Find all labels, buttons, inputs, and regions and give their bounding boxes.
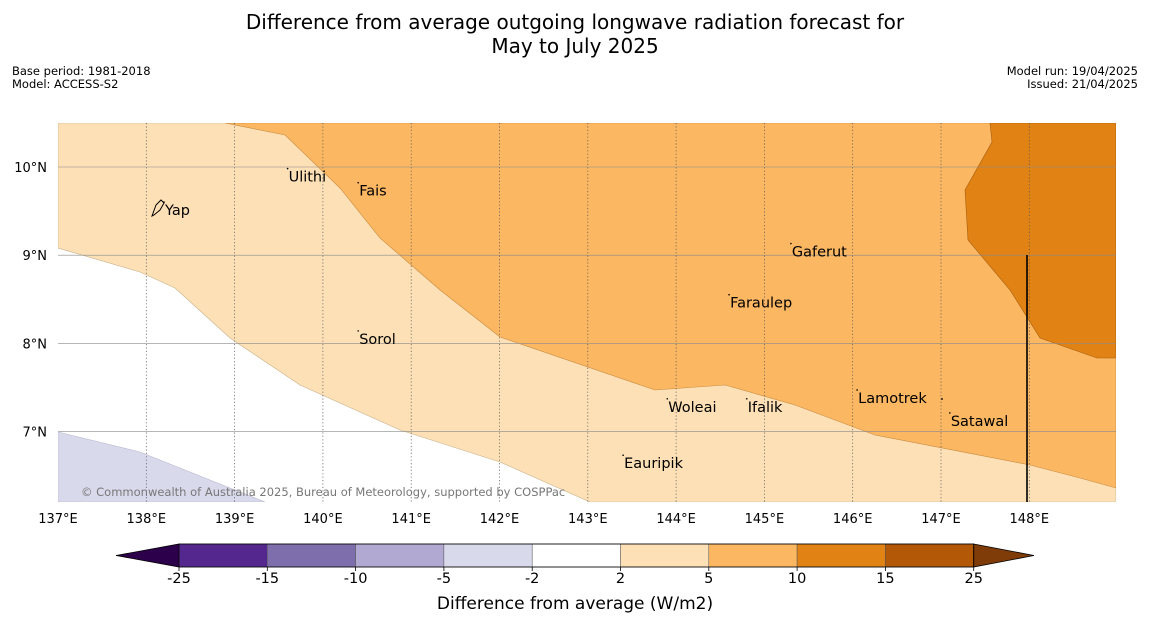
colorbar-segment bbox=[531, 543, 621, 568]
lon-tick-label: 142°E bbox=[480, 512, 520, 527]
lat-tick-label: 8°N bbox=[23, 337, 48, 352]
lon-tick-label: 147°E bbox=[921, 512, 961, 527]
island-marker bbox=[666, 397, 669, 400]
colorbar-segment bbox=[355, 543, 445, 568]
colorbar-tick-label: 25 bbox=[964, 571, 982, 587]
lat-tick-label: 9°N bbox=[23, 249, 48, 264]
map-plot-area: Yap Ulithi Fais Gaferut Faraulep Sorol Lamotre… bbox=[58, 123, 1116, 502]
colorbar-tick-label: -2 bbox=[525, 571, 539, 587]
colorbar-segment bbox=[267, 543, 356, 568]
island-marker bbox=[949, 412, 951, 414]
colorbar-segment bbox=[620, 543, 710, 568]
map-title: Difference from average outgoing longwav… bbox=[0, 10, 1150, 58]
place-label: Ifalik bbox=[748, 400, 783, 416]
colorbar-tick-label: -25 bbox=[167, 571, 191, 587]
place-label: Yap bbox=[164, 203, 190, 219]
issued-label: Issued: 21/04/2025 bbox=[1027, 77, 1138, 91]
place-label: Fais bbox=[359, 184, 386, 200]
place-label: Eauripik bbox=[624, 456, 683, 472]
island-dot bbox=[941, 398, 943, 400]
colorbar: -25 -15 -10 -5 -2 2 5 10 15 25 bbox=[115, 543, 1035, 587]
copyright-text: © Commonwealth of Australia 2025, Bureau… bbox=[81, 485, 565, 499]
island-marker bbox=[856, 389, 858, 391]
lon-tick-label: 137°E bbox=[38, 512, 78, 527]
yap-island-outline bbox=[151, 199, 165, 218]
meta-left: Base period: 1981-2018 Model: ACCESS-S2 bbox=[12, 65, 151, 91]
colorbar-segment bbox=[178, 543, 268, 568]
colorbar-tick-label: -10 bbox=[344, 571, 368, 587]
map-title-line2: May to July 2025 bbox=[491, 34, 659, 58]
base-period-label: Base period: 1981-2018 bbox=[12, 64, 151, 78]
island-marker bbox=[357, 181, 360, 184]
place-label: Ulithi bbox=[289, 170, 327, 186]
bin-minus5-region bbox=[58, 431, 266, 502]
place-label: Lamotrek bbox=[858, 391, 927, 407]
lat-tick-label: 10°N bbox=[14, 161, 47, 176]
lon-tick-label: 139°E bbox=[215, 512, 255, 527]
colorbar-title: Difference from average (W/m2) bbox=[436, 594, 714, 614]
map-title-line1: Difference from average outgoing longwav… bbox=[245, 10, 905, 34]
place-label: Gaferut bbox=[792, 245, 847, 261]
colorbar-tick-label: 15 bbox=[876, 571, 894, 587]
lat-tick-label: 7°N bbox=[23, 426, 48, 441]
bin-10-15-region bbox=[964, 123, 1116, 359]
island-marker bbox=[790, 242, 792, 245]
colorbar-segment bbox=[443, 543, 533, 568]
place-label: Faraulep bbox=[730, 296, 792, 312]
colorbar-frame bbox=[178, 543, 975, 568]
bin-5-10-region bbox=[224, 123, 1116, 489]
island-marker bbox=[745, 397, 748, 400]
colorbar-tick-label: 2 bbox=[616, 571, 625, 587]
lon-tick-label: 140°E bbox=[303, 512, 343, 527]
colorbar-segment bbox=[796, 543, 886, 568]
colorbar-under-extension bbox=[115, 543, 180, 568]
lon-tick-label: 141°E bbox=[391, 512, 431, 527]
colorbar-segment bbox=[708, 543, 798, 568]
lon-tick-label: 148°E bbox=[1010, 512, 1050, 527]
colorbar-tick-label: -15 bbox=[255, 571, 279, 587]
colorbar-tick-label: -5 bbox=[437, 571, 451, 587]
colorbar-tick-label: 5 bbox=[704, 571, 713, 587]
place-label: Woleai bbox=[668, 400, 716, 416]
island-marker bbox=[728, 293, 730, 296]
colorbar-over-extension bbox=[973, 543, 1035, 568]
axis-tick-labels: 137°E 138°E 139°E 140°E 141°E 142°E 143°E 144°E… bbox=[14, 161, 1049, 527]
island-marker bbox=[622, 454, 624, 457]
lon-tick-label: 146°E bbox=[833, 512, 873, 527]
lon-tick-label: 143°E bbox=[568, 512, 608, 527]
model-run-label: Model run: 19/04/2025 bbox=[1006, 64, 1138, 78]
lon-tick-label: 144°E bbox=[656, 512, 696, 527]
island-marker bbox=[163, 201, 165, 203]
island-marker bbox=[357, 330, 360, 332]
place-label: Satawal bbox=[951, 414, 1008, 430]
graticule bbox=[58, 123, 1116, 502]
island-marker bbox=[286, 167, 289, 170]
place-label: Sorol bbox=[359, 332, 396, 348]
colorbar-tick-label: 10 bbox=[788, 571, 806, 587]
lon-tick-label: 138°E bbox=[127, 512, 167, 527]
lon-tick-label: 145°E bbox=[745, 512, 785, 527]
model-label: Model: ACCESS-S2 bbox=[12, 77, 119, 91]
colorbar-segment bbox=[885, 543, 974, 568]
meta-right: Model run: 19/04/2025 Issued: 21/04/2025 bbox=[1007, 65, 1138, 91]
place-labels: Yap Ulithi Fais Gaferut Faraulep Sorol Lamotre… bbox=[163, 167, 1008, 472]
